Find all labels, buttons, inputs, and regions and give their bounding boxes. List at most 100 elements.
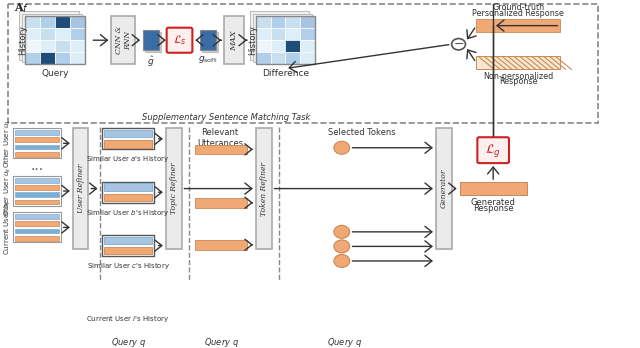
Text: Generator: Generator — [440, 169, 448, 208]
FancyBboxPatch shape — [15, 192, 59, 197]
FancyBboxPatch shape — [285, 28, 300, 40]
Text: Token Refiner: Token Refiner — [260, 161, 268, 216]
FancyBboxPatch shape — [40, 40, 55, 52]
FancyBboxPatch shape — [40, 16, 55, 28]
FancyBboxPatch shape — [40, 52, 55, 64]
FancyBboxPatch shape — [13, 128, 61, 158]
FancyBboxPatch shape — [102, 235, 154, 256]
Text: A: A — [14, 2, 23, 13]
Circle shape — [334, 141, 349, 154]
FancyBboxPatch shape — [476, 56, 561, 69]
Text: Query $q$: Query $q$ — [111, 336, 146, 348]
Text: $\hat{g}$: $\hat{g}$ — [147, 54, 154, 69]
FancyBboxPatch shape — [143, 30, 159, 50]
FancyBboxPatch shape — [477, 137, 509, 163]
FancyBboxPatch shape — [40, 28, 55, 40]
FancyBboxPatch shape — [271, 16, 285, 28]
Text: User Refiner: User Refiner — [77, 164, 84, 213]
Text: −: − — [453, 38, 464, 51]
FancyBboxPatch shape — [271, 40, 285, 52]
FancyBboxPatch shape — [55, 52, 70, 64]
FancyBboxPatch shape — [200, 30, 216, 50]
Text: Query: Query — [41, 69, 68, 78]
FancyBboxPatch shape — [285, 16, 300, 28]
FancyBboxPatch shape — [25, 52, 40, 64]
Text: $\mathcal{L}_s$: $\mathcal{L}_s$ — [173, 33, 186, 47]
Text: Query $q$: Query $q$ — [327, 336, 362, 348]
FancyBboxPatch shape — [15, 130, 59, 135]
FancyBboxPatch shape — [15, 214, 59, 219]
Text: MAX: MAX — [230, 30, 238, 50]
FancyBboxPatch shape — [73, 128, 88, 249]
Text: Query $q$: Query $q$ — [204, 336, 239, 348]
Text: $f$: $f$ — [22, 2, 29, 14]
FancyBboxPatch shape — [55, 40, 70, 52]
FancyBboxPatch shape — [13, 212, 61, 242]
Text: Supplementary Sentence Matching Task: Supplementary Sentence Matching Task — [142, 113, 310, 122]
FancyBboxPatch shape — [256, 28, 271, 40]
Circle shape — [334, 226, 349, 238]
Text: Similar User $b$'s History: Similar User $b$'s History — [86, 208, 170, 218]
Text: CNN &
RNN: CNN & RNN — [115, 26, 132, 54]
FancyBboxPatch shape — [104, 290, 152, 297]
FancyBboxPatch shape — [102, 288, 154, 309]
Text: History: History — [18, 25, 27, 55]
FancyBboxPatch shape — [15, 199, 59, 204]
Text: $g_{\mathrm{soft}}$: $g_{\mathrm{soft}}$ — [198, 54, 218, 65]
FancyBboxPatch shape — [55, 16, 70, 28]
Text: Generated: Generated — [471, 198, 516, 207]
FancyBboxPatch shape — [25, 28, 40, 40]
FancyBboxPatch shape — [111, 16, 135, 64]
FancyBboxPatch shape — [256, 16, 271, 28]
Text: $\mathcal{L}_g$: $\mathcal{L}_g$ — [485, 142, 501, 159]
FancyBboxPatch shape — [195, 326, 247, 334]
FancyBboxPatch shape — [15, 144, 59, 149]
FancyBboxPatch shape — [19, 11, 79, 60]
FancyBboxPatch shape — [15, 185, 59, 190]
FancyBboxPatch shape — [15, 229, 59, 234]
FancyBboxPatch shape — [70, 40, 84, 52]
FancyBboxPatch shape — [15, 137, 59, 142]
Text: Topic Refiner: Topic Refiner — [170, 163, 177, 214]
FancyBboxPatch shape — [271, 52, 285, 64]
FancyBboxPatch shape — [476, 19, 561, 32]
FancyBboxPatch shape — [70, 28, 84, 40]
FancyBboxPatch shape — [104, 301, 152, 308]
FancyBboxPatch shape — [253, 14, 312, 62]
FancyBboxPatch shape — [15, 178, 59, 182]
FancyBboxPatch shape — [145, 32, 161, 52]
FancyBboxPatch shape — [55, 28, 70, 40]
FancyBboxPatch shape — [202, 32, 218, 52]
FancyBboxPatch shape — [300, 40, 315, 52]
Text: Similar User $c$'s History: Similar User $c$'s History — [86, 261, 170, 271]
FancyBboxPatch shape — [256, 128, 271, 249]
Text: Non-personalized: Non-personalized — [483, 72, 554, 81]
FancyBboxPatch shape — [15, 236, 59, 241]
FancyBboxPatch shape — [318, 326, 372, 334]
FancyBboxPatch shape — [13, 176, 61, 206]
FancyBboxPatch shape — [104, 183, 152, 191]
FancyBboxPatch shape — [104, 141, 152, 148]
FancyBboxPatch shape — [256, 40, 271, 52]
Text: ...: ... — [31, 159, 44, 173]
FancyBboxPatch shape — [271, 28, 285, 40]
FancyBboxPatch shape — [166, 28, 193, 53]
FancyBboxPatch shape — [8, 4, 598, 124]
Text: Selected Tokens: Selected Tokens — [328, 128, 396, 137]
FancyBboxPatch shape — [104, 326, 152, 334]
FancyBboxPatch shape — [15, 221, 59, 226]
Circle shape — [334, 254, 349, 267]
FancyBboxPatch shape — [70, 16, 84, 28]
FancyBboxPatch shape — [70, 52, 84, 64]
Text: Current User $i$'s History: Current User $i$'s History — [86, 314, 170, 324]
FancyBboxPatch shape — [15, 152, 59, 157]
FancyBboxPatch shape — [195, 144, 247, 154]
Circle shape — [334, 240, 349, 253]
Text: Personalized Response: Personalized Response — [472, 9, 564, 17]
Text: Current User $u_i$: Current User $u_i$ — [3, 200, 13, 255]
Text: Relevant
Utterances: Relevant Utterances — [197, 128, 243, 148]
FancyBboxPatch shape — [285, 52, 300, 64]
FancyBboxPatch shape — [436, 128, 452, 249]
FancyBboxPatch shape — [102, 128, 154, 149]
Text: History: History — [248, 25, 257, 55]
